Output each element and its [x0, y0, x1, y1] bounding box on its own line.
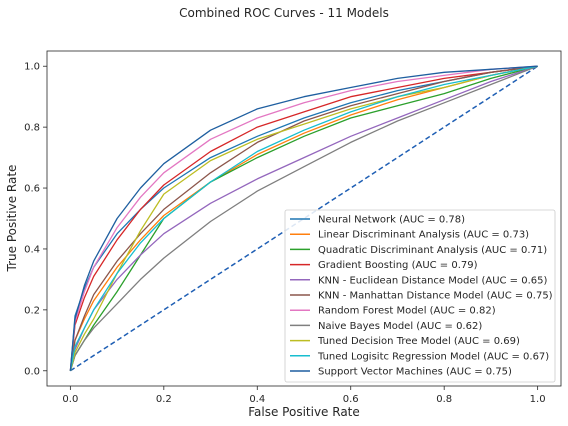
x-axis-ticks: 0.0 0.2 0.4 0.6 0.8 1.0: [62, 386, 546, 405]
legend-entry-label: Random Forest Model (AUC = 0.82): [318, 306, 496, 317]
roc-curve-series-6: [69, 65, 538, 371]
y-axis-ticks: 0.0 0.2 0.4 0.6 0.8 1.0: [24, 62, 47, 377]
x-tick-label: 1.0: [530, 394, 546, 405]
roc-curve-series-4: [69, 65, 538, 371]
roc-curve-series-8: [69, 65, 538, 371]
roc-curve-series-10: [69, 65, 538, 371]
y-axis-label: True Positive Rate: [5, 165, 19, 273]
legend-entry-label: Linear Discriminant Analysis (AUC = 0.73…: [318, 230, 529, 241]
legend-entry-label: Quadratic Discriminant Analysis (AUC = 0…: [318, 245, 547, 256]
roc-curves: [69, 65, 539, 372]
legend-entry-label: Tuned Decision Tree Model (AUC = 0.69): [317, 336, 520, 347]
legend-entry-label: Tuned Logisitc Regression Model (AUC = 0…: [317, 351, 549, 362]
y-tick-label: 0.4: [24, 244, 40, 255]
x-axis-label: False Positive Rate: [248, 405, 360, 419]
legend: Neural Network (AUC = 0.78) Linear Discri…: [284, 209, 556, 383]
y-tick-label: 1.0: [24, 62, 40, 73]
y-tick-label: 0.6: [24, 184, 40, 195]
legend-items: Neural Network (AUC = 0.78) Linear Discri…: [290, 215, 553, 378]
y-tick-label: 0.8: [24, 123, 40, 134]
legend-entry-label: KNN - Manhattan Distance Model (AUC = 0.…: [318, 291, 553, 302]
roc-curve-series-1: [69, 65, 538, 371]
legend-entry-label: Support Vector Machines (AUC = 0.75): [318, 367, 512, 378]
legend-entry-label: Naive Bayes Model (AUC = 0.62): [318, 321, 482, 332]
x-tick-label: 0.4: [249, 394, 265, 405]
legend-entry-label: Gradient Boosting (AUC = 0.79): [318, 260, 478, 271]
roc-curve-series-11: [69, 65, 538, 371]
legend-box: [284, 209, 556, 383]
legend-entry-label: KNN - Euclidean Distance Model (AUC = 0.…: [318, 275, 547, 286]
chance-diagonal-line: [69, 65, 539, 372]
roc-curve-series-7: [69, 65, 538, 371]
x-tick-label: 0.0: [62, 394, 78, 405]
chart-title: Combined ROC Curves - 11 Models: [179, 6, 389, 20]
legend-entry-label: Neural Network (AUC = 0.78): [318, 215, 465, 226]
x-tick-label: 0.2: [156, 394, 172, 405]
y-tick-label: 0.0: [24, 366, 40, 377]
x-tick-label: 0.6: [343, 394, 359, 405]
x-tick-label: 0.8: [436, 394, 452, 405]
roc-curve-series-9: [69, 65, 538, 371]
y-tick-label: 0.2: [24, 305, 40, 316]
